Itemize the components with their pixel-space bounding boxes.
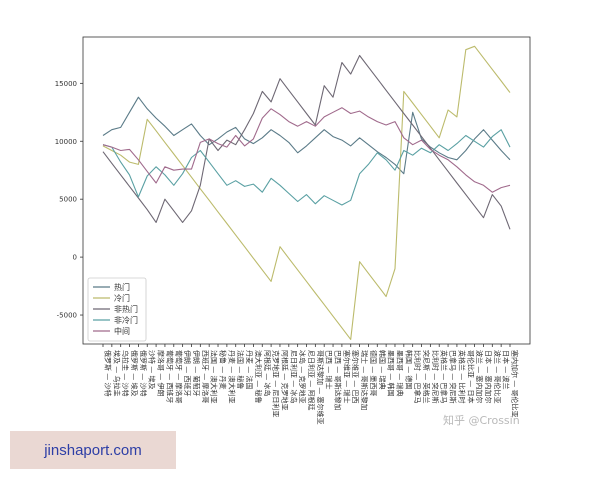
x-tick-label: 哥斯达黎加 — 塞尔维亚 [316, 350, 325, 424]
x-tick-label: 巴西 — 哥斯达黎加 [334, 350, 343, 410]
legend-label: 冷门 [114, 293, 130, 303]
x-tick-label: 阿根廷 — 克罗地亚 [280, 350, 289, 410]
y-axis: -5000 0 5000 10000 15000 [55, 80, 83, 320]
x-tick-label: 秘鲁 — 丹麦 [219, 350, 228, 389]
x-tick-label: 克罗地亚 — 尼日利亚 [272, 350, 281, 417]
x-tick-label: 沙特 — 埃及 [148, 350, 157, 389]
x-tick-label: 伊朗 — 葡萄牙 [192, 350, 201, 396]
watermark-text: 知乎 @Crossin [443, 413, 520, 427]
series-lines [102, 45, 511, 340]
x-tick-label: 德国 — 墨西哥 [369, 350, 378, 396]
x-tick-label: 墨西哥 — 瑞典 [395, 350, 404, 396]
x-tick-label: 比利时 — 巴拿马 [413, 350, 422, 403]
x-tick-label: 日本 — 塞内加尔 [484, 350, 493, 403]
series-line-热门 [102, 96, 511, 175]
x-tick-label: 巴拿马 — 突尼斯 [449, 350, 458, 403]
x-tick-label: 法国 — 澳大利亚 [210, 350, 219, 403]
y-tick-label: 15000 [55, 80, 77, 88]
series-line-中间 [102, 107, 511, 193]
x-tick-label: 英格兰 — 巴拿马 [440, 350, 449, 403]
x-tick-label: 法国 — 秘鲁 [236, 350, 245, 389]
legend-label: 热门 [114, 282, 130, 292]
x-tick-label: 尼日利亚 — 冰岛 [289, 350, 298, 403]
site-banner-text: jinshaport.com [44, 441, 142, 459]
x-tick-label: 日本 — 波兰 [502, 350, 511, 389]
legend-box [87, 277, 147, 342]
x-tick-label: 瑞士 — 哥斯达黎加 [360, 350, 369, 410]
series-line-非冷门 [102, 129, 511, 206]
x-tick-label: 澳大利亚 — 秘鲁 [254, 350, 263, 403]
x-tick-label: 埃及 — 乌拉圭 [112, 350, 121, 396]
x-tick-label: 塞内加尔 — 哥伦比亚 [511, 350, 520, 417]
x-tick-label: 塞尔维亚 — 瑞士 [342, 350, 351, 403]
x-tick-label: 伊朗 — 西班牙 [183, 350, 192, 396]
x-tick-label: 俄罗斯 — 埃及 [130, 350, 139, 396]
x-tick-label: 哥伦比亚 — 日本 [466, 350, 475, 403]
site-banner[interactable]: jinshaport.com [10, 431, 176, 469]
x-tick-label: 葡萄牙 — 西班牙 [165, 350, 174, 403]
x-tick-label: 波兰 — 哥伦比亚 [493, 350, 502, 403]
x-tick-label: 乌拉圭 — 沙特 [121, 350, 130, 396]
x-tick-label: 波兰 — 塞内加尔 [475, 350, 484, 403]
x-tick-label: 俄罗斯 — 沙特 [104, 350, 113, 396]
x-tick-label: 冰岛 — 克罗地亚 [298, 350, 307, 403]
x-axis: 俄罗斯 — 沙特 埃及 — 乌拉圭 乌拉圭 — 沙特 俄罗斯 — 埃及 俄罗斯 — 沙特… [102, 344, 520, 424]
x-tick-label: 韩国 — 瑞典 [378, 350, 387, 389]
x-tick-label: 墨西哥 — 韩国 [387, 350, 396, 396]
x-tick-label: 尼日利亚 — 阿根廷 [307, 350, 316, 410]
y-tick-label: -5000 [57, 312, 77, 320]
legend-label: 非冷门 [114, 315, 138, 325]
y-tick-label: 5000 [59, 196, 77, 204]
x-tick-label: 韩国 — 德国 [404, 350, 413, 389]
y-tick-label: 10000 [55, 138, 77, 146]
legend-label: 非热门 [114, 304, 138, 314]
x-tick-label: 巴西 — 瑞士 [325, 350, 334, 389]
x-tick-label: 西班牙 — 摩洛哥 [201, 350, 210, 403]
legend-label: 中间 [114, 326, 130, 336]
x-tick-label: 比利时 — 突尼斯 [431, 350, 440, 403]
x-tick-label: 英格兰 — 比利时 [457, 350, 466, 403]
y-tick-label: 0 [73, 254, 77, 262]
x-tick-label: 丹麦 — 法国 [245, 350, 254, 389]
series-line-非热门 [102, 54, 511, 230]
series-line-冷门 [102, 45, 511, 340]
x-tick-label: 阿根廷 — 冰岛 [263, 350, 272, 396]
x-tick-label: 突尼斯 — 英格兰 [422, 350, 431, 403]
x-tick-label: 摩洛哥 — 伊朗 [157, 350, 166, 396]
x-tick-label: 丹麦 — 澳大利亚 [227, 350, 236, 403]
x-tick-label: 葡萄牙 — 摩洛哥 [174, 350, 183, 403]
x-tick-label: 塞尔维亚 — 巴西 [351, 350, 360, 403]
x-tick-label: 俄罗斯 — 沙特 [139, 350, 148, 396]
